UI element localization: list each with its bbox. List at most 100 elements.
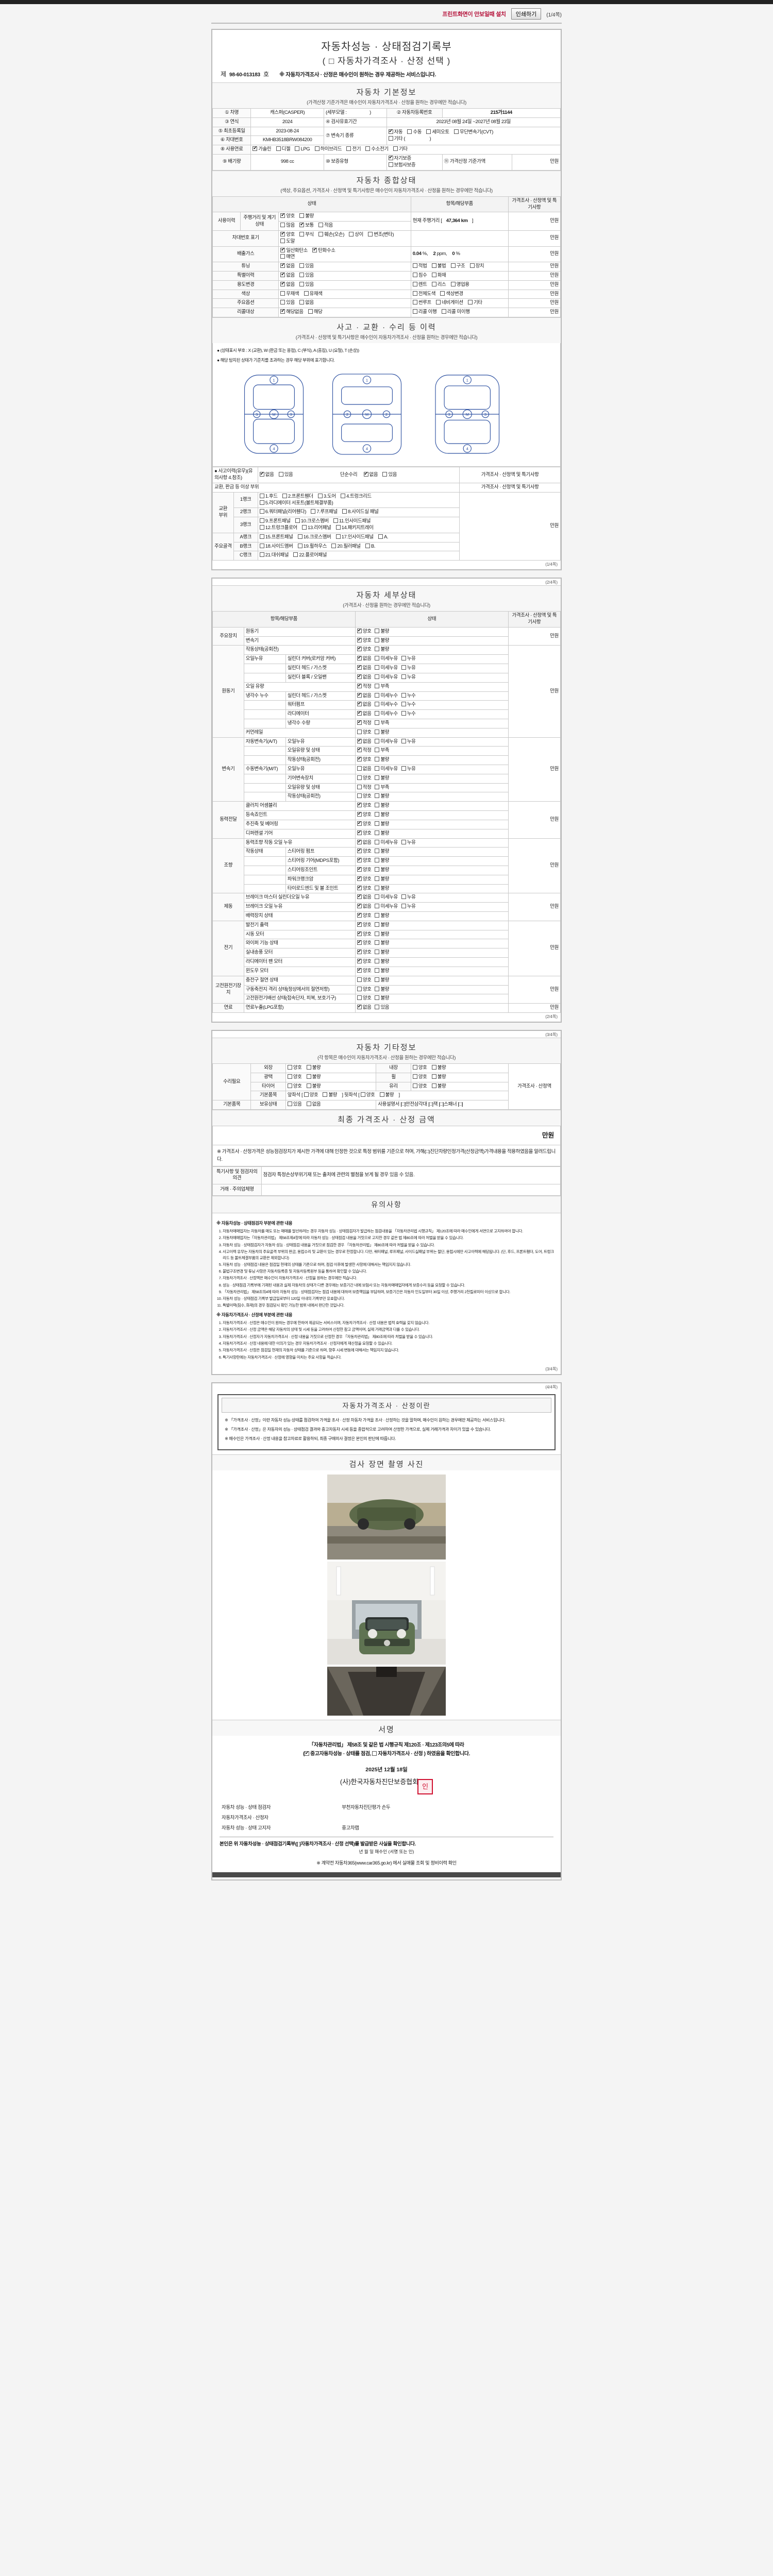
checkbox-icon[interactable] — [401, 894, 406, 900]
checkbox-icon[interactable] — [357, 738, 362, 743]
checkbox-icon[interactable] — [357, 729, 362, 734]
checkbox-icon[interactable] — [357, 719, 362, 725]
color-changed[interactable]: 색상변경 — [440, 291, 463, 298]
emission-opt-smoke[interactable]: 매연 — [280, 254, 295, 261]
mileage-level-normal[interactable]: 보통 — [299, 222, 314, 229]
trans-opt-cvt[interactable]: 무단변속기(CVT) — [454, 129, 493, 136]
checkbox-icon[interactable] — [357, 939, 362, 945]
hold-yes[interactable]: 있음 — [287, 1101, 302, 1108]
detail-opt-양호[interactable]: 양호 — [357, 829, 372, 837]
rankB-item-0[interactable]: 18.사이드멤버 — [259, 543, 293, 550]
usechange-rent[interactable]: 렌트 — [412, 281, 427, 289]
color-full-paint[interactable]: 전체도색 — [412, 291, 436, 298]
rankB-item-3[interactable]: B. — [365, 543, 376, 550]
color-achromatic[interactable]: 무채색 — [280, 291, 299, 298]
checkbox-icon[interactable] — [375, 692, 380, 698]
checkbox-icon[interactable] — [401, 711, 406, 716]
checkbox-icon[interactable] — [357, 628, 362, 633]
detail-opt-적정[interactable]: 적정 — [357, 784, 372, 791]
checkbox-icon[interactable] — [375, 784, 380, 789]
ext-bad[interactable]: 불량 — [306, 1064, 321, 1072]
option-sunroof[interactable]: 썬루프 — [412, 300, 431, 307]
checkbox-icon[interactable] — [375, 674, 380, 679]
tuning-device[interactable]: 장치 — [469, 263, 484, 270]
special-opt-yes[interactable]: 있음 — [299, 273, 314, 279]
recall-na[interactable]: 해당없음 — [280, 308, 304, 316]
detail-opt-없음[interactable]: 없음 — [357, 692, 372, 700]
checkbox-icon[interactable] — [357, 1004, 362, 1010]
detail-opt-적정[interactable]: 적정 — [357, 683, 372, 690]
detail-opt-미세누수[interactable]: 미세누수 — [375, 702, 398, 708]
detail-opt-양호[interactable]: 양호 — [357, 793, 372, 800]
rankA-item-0[interactable]: 15.프론트패널 — [259, 534, 293, 541]
detail-opt-없음[interactable]: 없음 — [357, 701, 372, 708]
checkbox-icon[interactable] — [401, 674, 406, 679]
checkbox-icon[interactable] — [375, 738, 380, 743]
checkbox-icon[interactable] — [357, 893, 362, 900]
option-other[interactable]: 기타 — [467, 300, 482, 307]
detail-opt-부족[interactable]: 부족 — [375, 748, 390, 754]
checkbox-icon[interactable] — [375, 637, 380, 642]
checkbox-icon[interactable] — [357, 756, 362, 762]
fuel-opt-gasoline[interactable]: 가솔린 — [253, 145, 272, 153]
tire-good[interactable]: 양호 — [287, 1083, 302, 1090]
detail-opt-불량[interactable]: 불량 — [375, 940, 390, 947]
usechange-opt-yes[interactable]: 있음 — [299, 281, 314, 289]
checkbox-icon[interactable] — [375, 830, 380, 835]
detail-opt-양호[interactable]: 양호 — [357, 756, 372, 764]
polish-good[interactable]: 양호 — [287, 1074, 302, 1081]
detail-opt-미세누유[interactable]: 미세누유 — [375, 894, 398, 901]
detail-opt-불량[interactable]: 불량 — [375, 950, 390, 956]
rear-seat-good[interactable]: 양호 — [360, 1092, 375, 1099]
detail-opt-불량[interactable]: 불량 — [375, 977, 390, 984]
detail-opt-누유[interactable]: 누유 — [401, 665, 416, 672]
fuel-opt-diesel[interactable]: 디젤 — [276, 146, 291, 153]
rank3-item-5[interactable]: 14.패키지트레이 — [335, 524, 374, 532]
checkbox-icon[interactable] — [375, 950, 380, 955]
checkbox-icon[interactable] — [357, 986, 362, 991]
rankA-item-2[interactable]: 17.인사이드패널 — [335, 534, 374, 541]
detail-opt-불량[interactable]: 불량 — [375, 757, 390, 764]
detail-opt-불량[interactable]: 불량 — [375, 812, 390, 819]
checkbox-icon[interactable] — [401, 839, 406, 844]
checkbox-icon[interactable] — [375, 995, 380, 1001]
detail-opt-불량[interactable]: 불량 — [375, 959, 390, 965]
checkbox-icon[interactable] — [401, 692, 406, 698]
rank1-item-0[interactable]: 1.후드 — [259, 493, 278, 500]
checkbox-icon[interactable] — [357, 930, 362, 936]
rear-seat-bad[interactable]: 불량 — [379, 1092, 394, 1099]
detail-opt-불량[interactable]: 불량 — [375, 913, 390, 920]
crash-none[interactable]: 없음 — [259, 471, 274, 479]
checkbox-icon[interactable] — [357, 848, 362, 854]
vin-opt-good[interactable]: 양호 — [280, 231, 295, 239]
detail-opt-누유[interactable]: 누유 — [401, 738, 416, 745]
mileage-state-good[interactable]: 양호 — [280, 212, 295, 220]
detail-opt-미세누유[interactable]: 미세누유 — [375, 839, 398, 846]
rank3-item-3[interactable]: 12.트렁크플로어 — [259, 524, 297, 532]
hold-no[interactable]: 없음 — [306, 1101, 321, 1108]
guarantee-opt-self[interactable]: 자기보증 — [388, 155, 411, 162]
checkbox-icon[interactable] — [375, 940, 380, 945]
glass-good[interactable]: 양호 — [412, 1083, 427, 1090]
detail-opt-누유[interactable]: 누유 — [401, 894, 416, 901]
detail-opt-양호[interactable]: 양호 — [357, 775, 372, 782]
checkbox-icon[interactable] — [357, 912, 362, 918]
checkbox-icon[interactable] — [357, 646, 362, 652]
rank2-item-1[interactable]: 7.루프패널 — [311, 509, 338, 516]
detail-opt-부족[interactable]: 부족 — [375, 784, 390, 791]
special-flood[interactable]: 침수 — [412, 273, 427, 279]
wheel-good[interactable]: 양호 — [412, 1074, 427, 1081]
detail-opt-불량[interactable]: 불량 — [375, 968, 390, 975]
detail-opt-불량[interactable]: 불량 — [375, 922, 390, 929]
detail-opt-누유[interactable]: 누유 — [401, 766, 416, 773]
tuning-illegal[interactable]: 불법 — [431, 263, 446, 270]
checkbox-icon[interactable] — [357, 811, 362, 817]
detail-opt-불량[interactable]: 불량 — [375, 876, 390, 883]
fuel-opt-other[interactable]: 기타 — [393, 146, 408, 153]
checkbox-icon[interactable] — [357, 875, 362, 881]
checkbox-icon[interactable] — [357, 784, 362, 789]
detail-opt-양호[interactable]: 양호 — [357, 921, 372, 929]
polish-bad[interactable]: 불량 — [306, 1074, 321, 1081]
checkbox-icon[interactable] — [375, 793, 380, 799]
checkbox-icon[interactable] — [357, 664, 362, 670]
